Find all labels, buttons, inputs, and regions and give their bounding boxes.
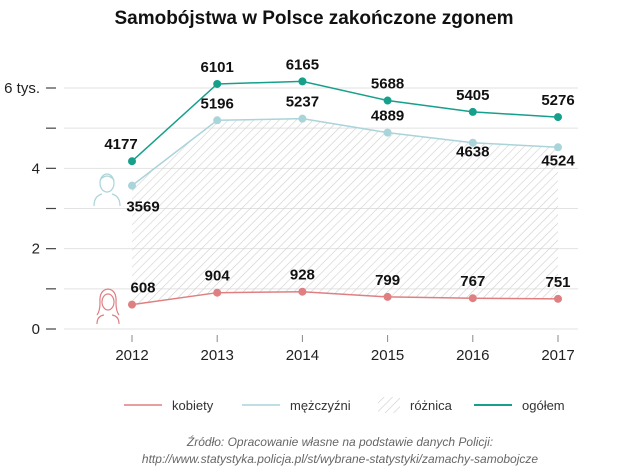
legend-item: mężczyźni: [242, 398, 351, 413]
data-label: 767: [460, 273, 485, 290]
data-label: 5688: [371, 76, 404, 93]
data-label: 4177: [104, 136, 137, 153]
data-point: [383, 128, 392, 137]
source-line-1: Źródło: Opracowanie własne na podstawie …: [186, 434, 493, 449]
data-label: 4638: [456, 144, 489, 161]
data-point: [213, 116, 222, 125]
data-label: 4889: [371, 108, 404, 125]
data-point: [128, 157, 136, 166]
legend-label: mężczyźni: [290, 398, 351, 413]
woman-icon: [96, 288, 120, 325]
series-line: [131, 117, 559, 187]
x-tick-label: 2015: [371, 347, 404, 364]
data-label: 4524: [541, 152, 575, 169]
legend-label: ogółem: [522, 398, 565, 413]
x-tick-label: 2014: [286, 347, 319, 364]
data-label: 904: [205, 268, 231, 285]
data-point: [213, 288, 222, 297]
data-point: [468, 294, 477, 303]
legend-label: różnica: [410, 398, 453, 413]
data-label: 608: [130, 280, 155, 297]
legend-swatch: [378, 397, 400, 413]
data-point: [298, 287, 307, 296]
man-icon: [93, 173, 121, 207]
data-label: 5237: [286, 94, 319, 111]
x-tick-label: 2016: [456, 347, 489, 364]
series-ogółem: [128, 77, 562, 166]
series-line: [131, 80, 559, 162]
data-label: 799: [375, 272, 400, 289]
source-line-2: http://www.statystyka.policja.pl/st/wybr…: [142, 452, 538, 466]
chart-title: Samobójstwa w Polsce zakończone zgonem: [114, 8, 513, 29]
data-label: 5405: [456, 87, 489, 104]
y-tick-label: 4: [32, 160, 40, 177]
x-tick-label: 2012: [115, 347, 148, 364]
data-point: [298, 114, 307, 123]
x-tick-label: 2017: [541, 347, 574, 364]
data-point: [128, 181, 136, 190]
y-tick-label: 2: [32, 241, 40, 258]
series-mężczyźni: [128, 114, 562, 190]
data-point: [383, 292, 392, 301]
data-point: [128, 300, 136, 309]
data-label: 928: [290, 267, 315, 284]
difference-area: [132, 118, 558, 305]
y-tick-label: 0: [32, 321, 40, 338]
data-label: 6165: [286, 56, 319, 73]
data-point: [468, 138, 477, 147]
legend-item: różnica: [378, 397, 453, 413]
data-point: [554, 294, 562, 303]
x-tick-label: 2013: [201, 347, 234, 364]
data-label: 751: [545, 274, 570, 291]
data-point: [298, 77, 307, 86]
legend-item: kobiety: [124, 398, 214, 413]
data-point: [554, 143, 562, 152]
data-point: [213, 79, 222, 88]
series-line: [131, 290, 559, 306]
data-point: [554, 113, 562, 122]
series-kobiety: [128, 287, 562, 309]
data-point: [468, 107, 477, 116]
legend-label: kobiety: [172, 398, 214, 413]
y-tick-label: 6 tys.: [4, 80, 40, 97]
legend-item: ogółem: [474, 398, 565, 413]
data-point: [383, 96, 392, 105]
data-label: 5196: [201, 95, 234, 112]
data-label: 3569: [126, 199, 159, 216]
data-label: 6101: [201, 59, 234, 76]
data-label: 5276: [541, 92, 574, 109]
